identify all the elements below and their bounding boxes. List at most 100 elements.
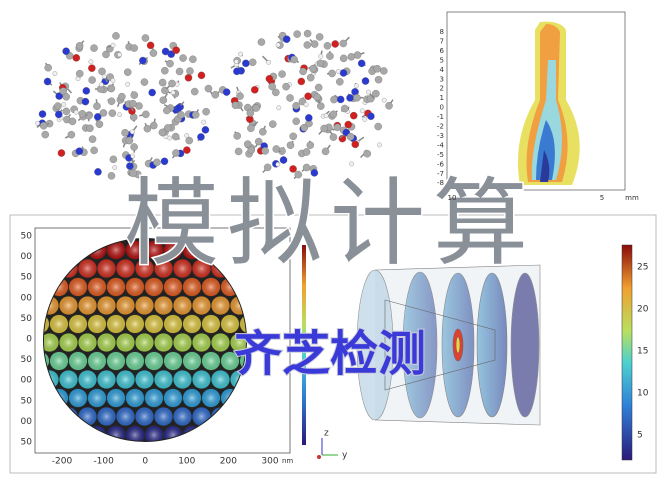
atom (354, 83, 359, 89)
y-tick-label: -8 (437, 179, 444, 187)
atom (336, 77, 344, 86)
atom (373, 65, 381, 73)
sphere-shade (154, 370, 173, 389)
atom (62, 47, 70, 55)
atom (377, 142, 382, 148)
x-tick-label: 5 (600, 194, 604, 202)
atom (316, 59, 325, 68)
atom (110, 78, 116, 83)
atom (254, 137, 263, 146)
atom (367, 112, 375, 121)
atom (75, 147, 84, 155)
atom (191, 111, 200, 119)
sphere-shade (135, 407, 154, 426)
atom (129, 169, 137, 178)
atom (35, 120, 40, 126)
atom (306, 141, 315, 149)
atom (349, 111, 358, 120)
sphere-shade (192, 296, 211, 315)
atom (175, 67, 184, 76)
atom (201, 126, 210, 134)
sphere-shade (78, 296, 97, 315)
atom (107, 172, 116, 180)
atom (121, 129, 129, 137)
atom (297, 77, 306, 86)
atom (75, 69, 84, 78)
atom (339, 69, 348, 77)
atom (174, 104, 183, 112)
atom (110, 42, 116, 48)
axis-y: y (342, 451, 348, 461)
atom (109, 155, 118, 164)
sphere-shade (87, 277, 107, 297)
atom (238, 51, 243, 57)
atom (278, 70, 286, 78)
atom (282, 82, 290, 91)
atom (101, 74, 107, 79)
sphere-shade (144, 351, 164, 371)
sphere-shade (201, 351, 221, 371)
colorbar-tick-label: 20 (637, 305, 649, 315)
sphere-shade (106, 277, 126, 297)
atom (329, 110, 338, 119)
atom (189, 55, 197, 64)
atom (112, 165, 118, 170)
atom (385, 102, 393, 110)
atom (309, 64, 317, 73)
atom (306, 73, 315, 82)
atom (130, 91, 139, 99)
atom (279, 156, 288, 164)
atom (286, 94, 294, 102)
sphere-shade (125, 388, 145, 408)
y-tick-label: -1 (437, 113, 444, 121)
watermark: 齐芝检测 (234, 326, 426, 382)
sphere-shade (125, 425, 145, 441)
sphere-shade (68, 388, 88, 408)
atom (263, 163, 272, 172)
y-tick-label: 50 (21, 355, 33, 365)
sphere-shade (182, 277, 202, 297)
sphere-shade (87, 351, 107, 371)
sphere-shade (59, 370, 78, 389)
sphere-shade (125, 351, 145, 371)
sphere-shade (230, 333, 246, 352)
sphere-shade (163, 388, 183, 408)
atom (339, 39, 348, 48)
atom (61, 101, 67, 107)
y-tick-label: 50 (21, 438, 33, 448)
atom (184, 133, 190, 138)
atom (353, 94, 361, 102)
sphere-shade (125, 240, 145, 260)
atom (38, 110, 47, 118)
atom (292, 102, 300, 110)
atom (265, 75, 274, 83)
atom (294, 170, 303, 179)
atom (202, 107, 210, 116)
atom (78, 110, 87, 118)
sphere-shade (87, 388, 107, 408)
atom (72, 54, 81, 62)
atom (362, 116, 368, 122)
sphere-shade (201, 388, 221, 408)
sphere-shade (68, 277, 88, 297)
sphere-shade (116, 370, 135, 389)
y-tick-label: -5 (437, 151, 444, 159)
atom (183, 146, 191, 154)
x-tick-label: 0 (142, 457, 148, 467)
y-tick-label: 00 (21, 252, 33, 262)
atom (164, 124, 172, 132)
atom (81, 97, 90, 106)
sphere-shade (163, 240, 183, 260)
sphere-shade (116, 296, 135, 315)
sphere-shade (182, 351, 202, 371)
atom (293, 30, 301, 38)
atom (247, 124, 255, 133)
atom (125, 136, 134, 145)
atom (329, 133, 338, 141)
atom (129, 99, 137, 108)
axis-z: z (324, 429, 329, 439)
atom (159, 96, 168, 104)
atom (141, 34, 150, 42)
sphere-shade (78, 259, 97, 278)
